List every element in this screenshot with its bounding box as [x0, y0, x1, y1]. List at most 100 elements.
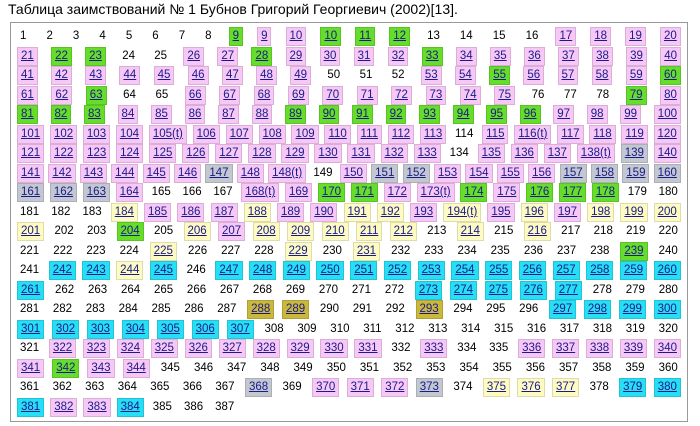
- source-link[interactable]: 148: [236, 163, 264, 183]
- source-link[interactable]: 239: [620, 241, 648, 261]
- source-link[interactable]: 139: [620, 144, 648, 164]
- source-link[interactable]: 115: [482, 124, 509, 144]
- source-link[interactable]: 144: [111, 163, 139, 183]
- source-link[interactable]: 95: [486, 105, 508, 125]
- source-link[interactable]: 61: [17, 85, 38, 105]
- source-link[interactable]: 177: [558, 183, 587, 203]
- source-link[interactable]: 29: [285, 46, 307, 66]
- source-link[interactable]: 112: [387, 124, 415, 144]
- source-link[interactable]: 245: [149, 261, 178, 281]
- source-link[interactable]: 47: [221, 66, 243, 86]
- source-link[interactable]: 79: [625, 85, 647, 105]
- source-link[interactable]: 370: [312, 378, 340, 398]
- source-link[interactable]: 210: [321, 222, 349, 242]
- source-link[interactable]: 338: [585, 339, 614, 359]
- source-link[interactable]: 103: [82, 124, 111, 144]
- source-link[interactable]: 324: [116, 339, 144, 359]
- source-link[interactable]: 137: [543, 144, 571, 164]
- source-link[interactable]: 175: [493, 183, 521, 203]
- source-link[interactable]: 381: [17, 397, 45, 417]
- source-link[interactable]: 368: [244, 378, 273, 398]
- source-link[interactable]: 138(t): [576, 144, 615, 164]
- source-link[interactable]: 54: [455, 66, 476, 86]
- source-link[interactable]: 195: [487, 202, 515, 222]
- source-link[interactable]: 229: [284, 241, 312, 261]
- source-link[interactable]: 333: [420, 339, 448, 359]
- source-link[interactable]: 40: [660, 46, 681, 66]
- source-link[interactable]: 254: [451, 261, 479, 281]
- source-link[interactable]: 214: [456, 222, 484, 242]
- source-link[interactable]: 188: [243, 202, 271, 222]
- source-link[interactable]: 340: [653, 339, 681, 359]
- source-link[interactable]: 70: [322, 85, 344, 105]
- source-link[interactable]: 43: [85, 66, 107, 86]
- source-link[interactable]: 130: [314, 144, 342, 164]
- source-link[interactable]: 44: [119, 66, 141, 86]
- source-link[interactable]: 302: [51, 319, 80, 339]
- source-link[interactable]: 53: [420, 66, 442, 86]
- source-link[interactable]: 41: [17, 66, 38, 86]
- source-link[interactable]: 250: [316, 261, 344, 281]
- source-link[interactable]: 99: [620, 105, 642, 125]
- source-link[interactable]: 329: [286, 339, 314, 359]
- source-link[interactable]: 23: [85, 46, 106, 66]
- source-link[interactable]: 32: [387, 46, 409, 66]
- source-link[interactable]: 257: [552, 261, 580, 281]
- source-link[interactable]: 275: [484, 280, 512, 300]
- source-link[interactable]: 108: [258, 124, 286, 144]
- source-link[interactable]: 127: [215, 144, 243, 164]
- source-link[interactable]: 128: [248, 144, 276, 164]
- source-link[interactable]: 118: [589, 124, 616, 144]
- source-link[interactable]: 341: [17, 358, 45, 378]
- source-link[interactable]: 196: [520, 202, 548, 222]
- source-link[interactable]: 298: [583, 300, 612, 320]
- source-link[interactable]: 158: [590, 163, 619, 183]
- source-link[interactable]: 231: [352, 241, 381, 261]
- source-link[interactable]: 140: [653, 144, 681, 164]
- source-link[interactable]: 105(t): [148, 124, 187, 144]
- source-link[interactable]: 124: [116, 144, 144, 164]
- source-link[interactable]: 200: [653, 202, 681, 222]
- source-link[interactable]: 121: [17, 144, 45, 164]
- source-link[interactable]: 67: [219, 85, 241, 105]
- source-link[interactable]: 55: [489, 66, 510, 86]
- source-link[interactable]: 49: [290, 66, 312, 86]
- source-link[interactable]: 136: [510, 144, 538, 164]
- source-link[interactable]: 11: [355, 27, 376, 47]
- source-link[interactable]: 379: [619, 378, 647, 398]
- source-link[interactable]: 160: [653, 163, 681, 183]
- source-link[interactable]: 322: [48, 339, 77, 359]
- source-link[interactable]: 91: [352, 105, 373, 125]
- source-link[interactable]: 88: [251, 105, 273, 125]
- source-link[interactable]: 174: [460, 183, 488, 203]
- source-link[interactable]: 244: [116, 261, 144, 281]
- source-link[interactable]: 73: [425, 85, 447, 105]
- source-link[interactable]: 85: [151, 105, 172, 125]
- source-link[interactable]: 48: [256, 66, 277, 86]
- source-link[interactable]: 185: [144, 202, 172, 222]
- source-link[interactable]: 34: [455, 46, 477, 66]
- source-link[interactable]: 300: [653, 300, 681, 320]
- source-link[interactable]: 216: [523, 222, 551, 242]
- source-link[interactable]: 194(t): [443, 202, 482, 222]
- source-link[interactable]: 74: [459, 85, 481, 105]
- source-link[interactable]: 86: [184, 105, 206, 125]
- source-link[interactable]: 192: [376, 202, 404, 222]
- source-link[interactable]: 301: [17, 319, 45, 339]
- source-link[interactable]: 277: [554, 280, 582, 300]
- source-link[interactable]: 328: [252, 339, 280, 359]
- source-link[interactable]: 131: [347, 144, 375, 164]
- source-link[interactable]: 68: [253, 85, 275, 105]
- source-link[interactable]: 325: [150, 339, 178, 359]
- source-link[interactable]: 336: [518, 339, 546, 359]
- source-link[interactable]: 326: [184, 339, 212, 359]
- source-link[interactable]: 142: [48, 163, 76, 183]
- source-link[interactable]: 143: [79, 163, 107, 183]
- source-link[interactable]: 253: [417, 261, 445, 281]
- source-link[interactable]: 46: [187, 66, 209, 86]
- source-link[interactable]: 33: [421, 46, 443, 66]
- source-link[interactable]: 84: [117, 105, 139, 125]
- source-link[interactable]: 90: [318, 105, 340, 125]
- source-link[interactable]: 20: [659, 27, 681, 47]
- source-link[interactable]: 123: [83, 144, 111, 164]
